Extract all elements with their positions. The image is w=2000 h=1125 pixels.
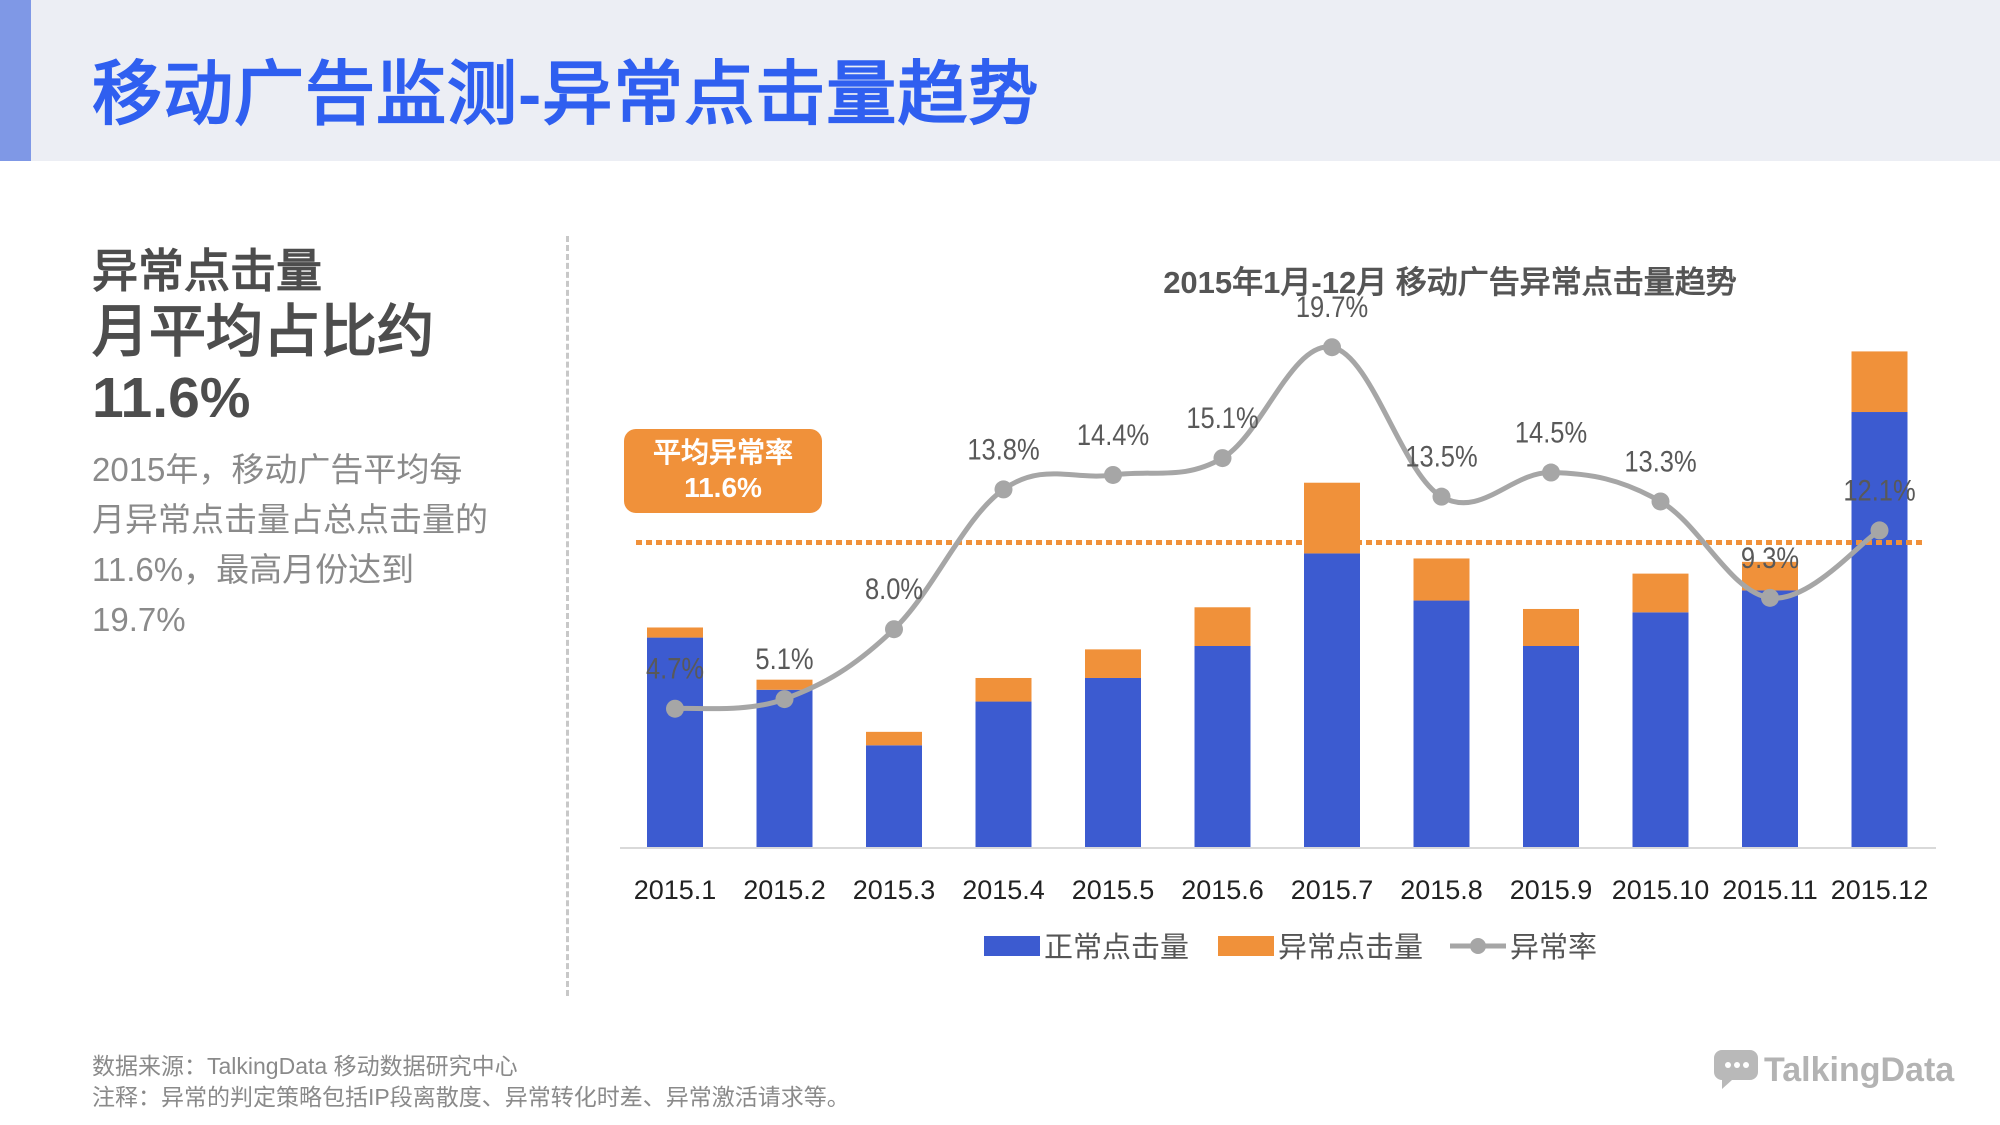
bar-abnormal-clicks [1413, 558, 1470, 601]
bar-abnormal-clicks [647, 627, 703, 638]
bar-abnormal-clicks [1851, 351, 1908, 413]
logo-bubble-icon [1714, 1050, 1758, 1089]
x-tick-label: 2015.2 [743, 875, 826, 905]
bar-normal-clicks [866, 745, 922, 848]
rate-data-label: 15.1% [1186, 401, 1258, 434]
summary-desc-line: 19.7% [92, 601, 186, 638]
x-tick-label: 2015.11 [1722, 875, 1818, 905]
bar-abnormal-clicks [1085, 649, 1141, 678]
section-divider [566, 236, 569, 996]
rate-point [994, 480, 1013, 499]
footer-notes: 数据来源：TalkingData 移动数据研究中心 注释：异常的判定策略包括IP… [92, 1051, 850, 1113]
rate-point [1213, 449, 1232, 468]
legend: 正常点击量 异常点击量 异常率 [984, 931, 1597, 964]
rate-data-label: 14.4% [1077, 418, 1149, 451]
x-tick-label: 2015.3 [853, 875, 936, 905]
x-tick-label: 2015.4 [962, 875, 1045, 905]
rate-data-label: 13.8% [967, 432, 1039, 465]
average-label-bottom: 11.6% [684, 472, 762, 503]
summary-desc-line: 2015年，移动广告平均每 [92, 451, 463, 488]
rate-line-layer: 4.7% 5.1% 8.0% 13.8% 14.4% 15.1% 19.7% 13.5% 14.… [646, 290, 1916, 718]
legend-label-abnormal: 异常点击量 [1278, 931, 1423, 964]
rate-data-label: 13.5% [1405, 440, 1477, 473]
bar-normal-clicks [1523, 646, 1579, 848]
logo-text: TalkingData [1764, 1051, 1955, 1089]
bar-normal-clicks [1413, 600, 1470, 848]
rate-point [1323, 338, 1341, 357]
rate-data-label: 8.0% [865, 572, 923, 605]
bar-normal-clicks [975, 701, 1032, 848]
rate-point [775, 690, 794, 709]
legend-swatch-abnormal [1218, 936, 1274, 956]
legend-label-normal: 正常点击量 [1044, 931, 1189, 964]
legend-swatch-rate-point [1470, 938, 1486, 954]
summary-description: 2015年，移动广告平均每 月异常点击量占总点击量的 11.6%，最高月份达到 … [92, 445, 562, 645]
data-source-note: 数据来源：TalkingData 移动数据研究中心 [92, 1053, 518, 1079]
legend-swatch-normal [984, 936, 1040, 956]
bar-abnormal-clicks [1632, 573, 1689, 613]
rate-point [1542, 463, 1560, 482]
rate-point [885, 620, 903, 639]
summary-desc-line: 11.6%，最高月份达到 [92, 551, 415, 588]
rate-data-label: 5.1% [755, 642, 813, 675]
bar-normal-clicks [1742, 590, 1798, 848]
rate-point [1432, 487, 1451, 506]
bar-abnormal-clicks [866, 731, 922, 746]
rate-data-label: 4.7% [646, 652, 704, 685]
rate-point [1761, 588, 1779, 607]
bar-normal-clicks [1851, 412, 1908, 848]
rate-data-label: 12.1% [1843, 473, 1915, 506]
summary-panel: 异常点击量 月平均占比约 11.6% 2015年，移动广告平均每 月异常点击量占… [92, 243, 562, 645]
header-accent-stripe [0, 0, 31, 161]
rate-data-label: 14.5% [1515, 416, 1587, 449]
summary-heading: 异常点击量 [92, 245, 322, 297]
method-note: 注释：异常的判定策略包括IP段离散度、异常转化时差、异常激活请求等。 [92, 1084, 850, 1110]
x-tick-label: 2015.10 [1612, 875, 1710, 905]
average-label-box: 平均异常率 11.6% [624, 429, 822, 513]
x-tick-label: 2015.5 [1072, 875, 1155, 905]
rate-point [666, 699, 684, 718]
bar-normal-clicks [1085, 677, 1141, 848]
bar-abnormal-clicks [1742, 561, 1798, 591]
summary-desc-line: 月异常点击量占总点击量的 [92, 501, 488, 538]
bar-normal-clicks [756, 689, 813, 848]
rate-data-label: 13.3% [1624, 445, 1696, 478]
rate-data-label: 19.7% [1296, 290, 1368, 323]
bar-normal-clicks [1194, 646, 1251, 848]
x-tick-label: 2015.12 [1831, 875, 1929, 905]
x-tick-label: 2015.6 [1181, 875, 1264, 905]
rate-line [674, 344, 1881, 712]
x-tick-label: 2015.7 [1291, 875, 1374, 905]
bar-abnormal-clicks [756, 679, 813, 690]
summary-line-1: 月平均占比约 [92, 300, 434, 364]
talkingdata-logo: TalkingData [1714, 1050, 1955, 1089]
rate-data-label: 9.3% [1741, 541, 1799, 574]
header-bar: 移动广告监测-异常点击量趋势 [0, 0, 2000, 161]
summary-line-2: 11.6% [92, 366, 251, 430]
bar-abnormal-clicks [1523, 608, 1579, 646]
bar-normal-clicks [1632, 612, 1689, 848]
x-tick-label: 2015.8 [1400, 875, 1483, 905]
bars-layer [647, 351, 1908, 848]
x-tick-labels: 2015.1 2015.2 2015.3 2015.4 2015.5 2015.6 2015… [634, 875, 1929, 905]
page-title: 移动广告监测-异常点击量趋势 [92, 55, 1040, 133]
rate-point [1870, 521, 1889, 540]
x-tick-label: 2015.9 [1510, 875, 1593, 905]
average-label-bg [624, 429, 822, 513]
average-label-top: 平均异常率 [653, 436, 793, 468]
rate-point [1104, 465, 1122, 484]
rate-point [1651, 492, 1670, 511]
bar-normal-clicks [1304, 553, 1360, 848]
bar-abnormal-clicks [1194, 607, 1251, 646]
chart-title: 2015年1月-12月 移动广告异常点击量趋势 [1163, 265, 1737, 300]
legend-label-rate: 异常率 [1510, 931, 1597, 964]
bar-normal-clicks [647, 637, 703, 848]
x-tick-label: 2015.1 [634, 875, 717, 905]
bar-abnormal-clicks [975, 677, 1032, 702]
